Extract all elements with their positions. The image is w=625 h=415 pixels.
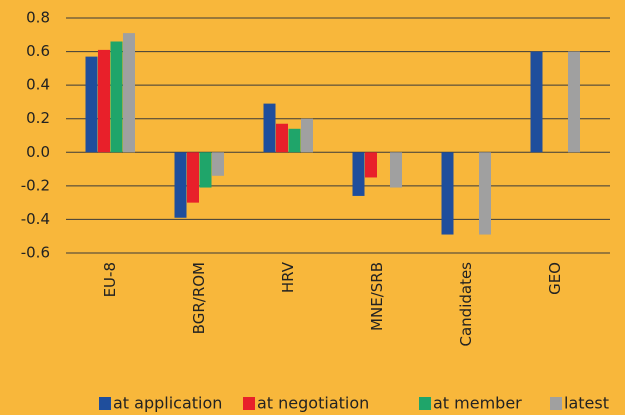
y-tick-label: 0.8 — [26, 9, 50, 27]
bar — [352, 152, 365, 196]
bar — [365, 152, 377, 178]
bar — [301, 118, 313, 153]
bar — [187, 152, 199, 203]
bar — [530, 51, 543, 153]
bar — [199, 152, 212, 188]
y-tick-label: -0.2 — [21, 176, 50, 194]
y-tick-label: -0.6 — [21, 244, 50, 262]
bar — [174, 152, 187, 218]
x-tick-label: MNE/SRB — [368, 262, 386, 331]
bar — [479, 152, 491, 235]
legend-label: at application — [113, 394, 222, 413]
bar — [123, 33, 135, 153]
legend-swatch — [550, 397, 562, 410]
y-tick-label: 0.0 — [26, 143, 50, 161]
bar — [441, 152, 454, 235]
legend-label: at member — [433, 394, 522, 413]
legend-swatch — [99, 397, 111, 410]
y-tick-label: 0.2 — [26, 109, 50, 127]
bar — [276, 123, 288, 153]
x-tick-label: HRV — [279, 261, 297, 293]
bar — [288, 128, 301, 153]
bar — [98, 49, 110, 153]
x-tick-label: GEO — [546, 262, 564, 295]
legend-label: latest — [564, 394, 609, 413]
legend-label: at negotiation — [257, 394, 369, 413]
y-tick-label: 0.6 — [26, 42, 50, 60]
y-tick-label: -0.4 — [21, 210, 50, 228]
bar — [110, 41, 123, 153]
bar — [390, 152, 402, 188]
bar — [85, 56, 98, 153]
legend-swatch — [243, 397, 255, 410]
legend-swatch — [419, 397, 431, 410]
x-tick-label: Candidates — [457, 262, 475, 347]
x-tick-label: EU-8 — [101, 262, 119, 297]
x-tick-label: BGR/ROM — [190, 262, 208, 334]
bar — [263, 103, 276, 153]
y-tick-label: 0.4 — [26, 76, 50, 94]
bar — [568, 51, 580, 153]
bar — [212, 152, 224, 176]
